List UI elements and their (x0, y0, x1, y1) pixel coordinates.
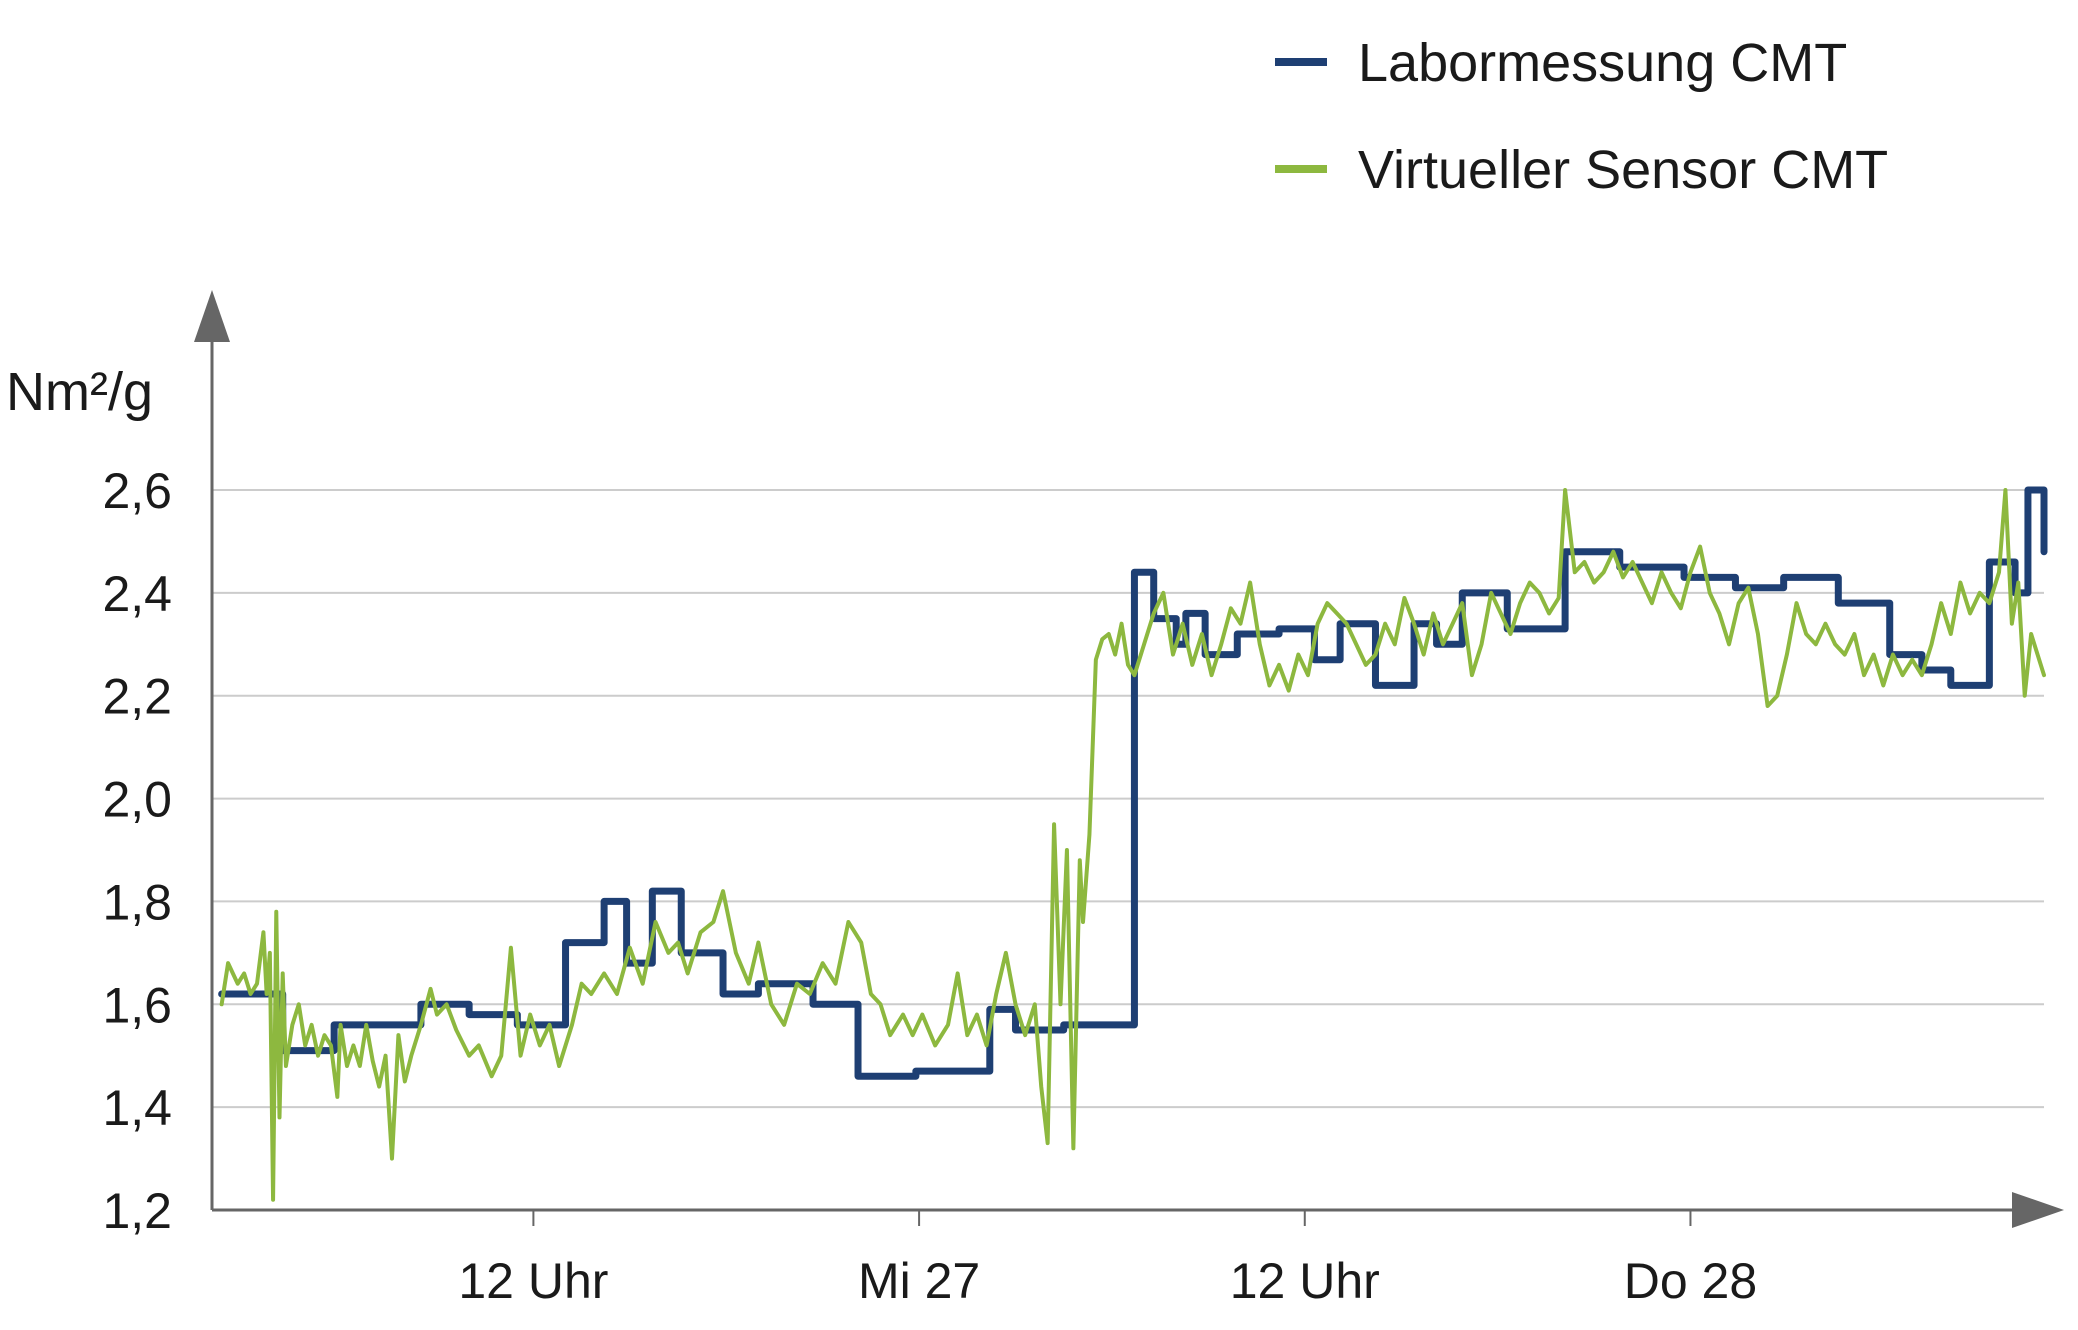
y-tick-label: 2,0 (102, 772, 172, 828)
legend-label: Virtueller Sensor CMT (1358, 140, 1888, 200)
x-tick-label: 12 Uhr (458, 1253, 608, 1309)
y-tick-label: 2,4 (102, 566, 172, 622)
x-tick-label: 12 Uhr (1230, 1253, 1380, 1309)
x-axis-arrow (2012, 1192, 2064, 1228)
axes (194, 290, 2064, 1228)
y-tick-label: 1,4 (102, 1080, 172, 1136)
legend: Labormessung CMT Virtueller Sensor CMT (1275, 33, 1888, 200)
series-line-virtueller-sensor (219, 488, 2046, 1202)
x-tick-label: Do 28 (1624, 1253, 1757, 1309)
legend-label: Labormessung CMT (1358, 33, 1847, 93)
y-tick-label: 1,6 (102, 977, 172, 1033)
y-axis-unit-label: Nm²/g (6, 362, 153, 422)
tick-labels: 1,2 1,4 1,6 1,8 2,0 2,2 2,4 2,6 12 Uhr Mi 27 12 Uh… (102, 463, 1757, 1309)
y-tick-label: 1,8 (102, 874, 172, 930)
y-axis-arrow (194, 290, 230, 342)
y-tick-label: 1,2 (102, 1183, 172, 1239)
series-lines (218, 486, 2048, 1202)
series-line-labormessung (218, 486, 2048, 1080)
y-tick-label: 2,6 (102, 463, 172, 519)
x-tick-label: Mi 27 (858, 1253, 980, 1309)
y-tick-label: 2,2 (102, 669, 172, 725)
